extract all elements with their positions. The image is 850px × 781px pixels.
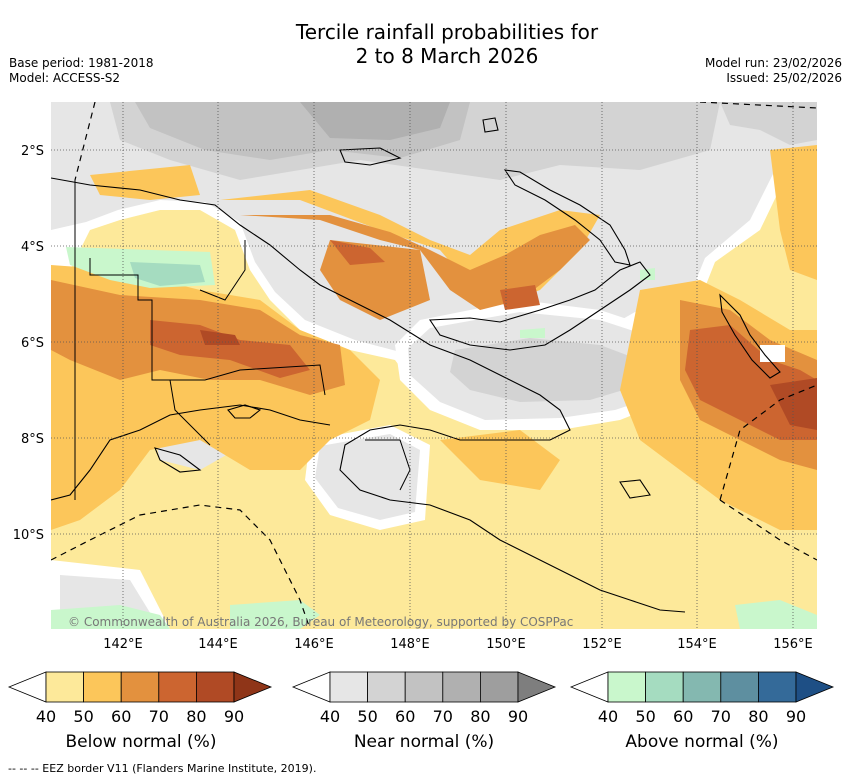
gridlines: [51, 102, 817, 629]
colorbar-segment: [645, 671, 684, 703]
colorbar-tick-label: 50: [635, 707, 655, 726]
colorbar-segment: [158, 671, 197, 703]
colorbar-label-below: Below normal (%): [66, 732, 217, 752]
colorbar-near-normal: 40 50 60 70 80 90: [291, 671, 557, 726]
colorbar-tick-label: 80: [470, 707, 490, 726]
colorbar-segment: [758, 671, 797, 703]
colorbar-low-tip: [569, 671, 609, 703]
colorbar-tick-label: 40: [320, 707, 340, 726]
meta-left: Base period: 1981-2018 Model: ACCESS-S2: [9, 56, 154, 86]
model-name: Model: ACCESS-S2: [9, 71, 121, 85]
colorbar-segment: [442, 671, 481, 703]
title-line-2: 2 to 8 March 2026: [355, 44, 539, 68]
colorbar-segment: [682, 671, 722, 703]
lon-label: 156°E: [773, 637, 813, 652]
eez-footnote: -- -- -- EEZ border V11 (Flanders Marine…: [8, 762, 317, 775]
colorbar-high-tip: [517, 671, 557, 703]
issued-date: Issued: 25/02/2026: [726, 71, 842, 85]
colorbar-segment: [120, 671, 160, 703]
colorbar-segment: [607, 671, 646, 703]
model-run: Model run: 23/02/2026: [704, 56, 842, 70]
colorbar-segment: [367, 671, 406, 703]
lon-label: 144°E: [198, 637, 238, 652]
lon-label: 150°E: [486, 637, 526, 652]
lon-label: 148°E: [390, 637, 430, 652]
colorbar-tick-label: 40: [36, 707, 56, 726]
base-period: Base period: 1981-2018: [9, 56, 154, 70]
colorbar-above-normal: 40 50 60 70 80 90: [569, 671, 835, 726]
colorbar-tick-label: 50: [357, 707, 377, 726]
colorbar-tick-label: 50: [73, 707, 93, 726]
colorbar-segment: [329, 671, 368, 703]
credit-text: © Commonwealth of Australia 2026, Bureau…: [68, 615, 573, 629]
colorbar-segment: [479, 671, 519, 703]
coastlines: [51, 117, 781, 613]
colorbar-tick-label: 70: [149, 707, 169, 726]
colorbar-tick-label: 90: [508, 707, 528, 726]
colorbar-below-normal: 40 50 60 70 80 90: [7, 671, 273, 726]
lat-label: 4°S: [21, 240, 44, 255]
colorbar-label-above: Above normal (%): [625, 732, 778, 752]
meta-right: Model run: 23/02/2026 Issued: 25/02/2026: [705, 56, 842, 86]
lat-labels: 2°S 4°S 6°S 8°S 10°S: [13, 144, 44, 543]
colorbar-segment: [195, 671, 235, 703]
colorbar-tick-label: 90: [786, 707, 806, 726]
colorbar-tick-label: 60: [673, 707, 693, 726]
lon-labels: 142°E 144°E 146°E 148°E 150°E 152°E 154°…: [103, 637, 813, 652]
colorbar-label-near: Near normal (%): [354, 732, 494, 752]
map-title: Tercile rainfall probabilities for 2 to …: [0, 20, 850, 68]
colorbar-segment: [45, 671, 84, 703]
colorbar-tick-label: 70: [711, 707, 731, 726]
colorbar-tick-label: 70: [433, 707, 453, 726]
colorbar-segment: [720, 671, 759, 703]
lat-label: 10°S: [13, 528, 44, 543]
colorbar-low-tip: [291, 671, 331, 703]
lon-label: 154°E: [677, 637, 717, 652]
colorbar-tick-label: 90: [224, 707, 244, 726]
title-line-1: Tercile rainfall probabilities for: [295, 20, 599, 44]
borders: [74, 180, 411, 500]
lat-label: 6°S: [21, 336, 44, 351]
colorbar-tick-label: 60: [395, 707, 415, 726]
lon-label: 152°E: [582, 637, 622, 652]
colorbar-tick-label: 60: [111, 707, 131, 726]
colorbar-high-tip: [795, 671, 835, 703]
eez-borders: [51, 102, 817, 629]
lon-label: 142°E: [103, 637, 143, 652]
lat-label: 8°S: [21, 432, 44, 447]
colorbar-tick-label: 40: [598, 707, 618, 726]
colorbar-segment: [404, 671, 444, 703]
probability-field: [51, 102, 817, 629]
colorbar-segment: [83, 671, 122, 703]
colorbar-tick-label: 80: [748, 707, 768, 726]
lat-label: 2°S: [21, 144, 44, 159]
colorbar-low-tip: [7, 671, 47, 703]
colorbar-tick-label: 80: [186, 707, 206, 726]
lon-label: 146°E: [294, 637, 334, 652]
colorbar-high-tip: [233, 671, 273, 703]
